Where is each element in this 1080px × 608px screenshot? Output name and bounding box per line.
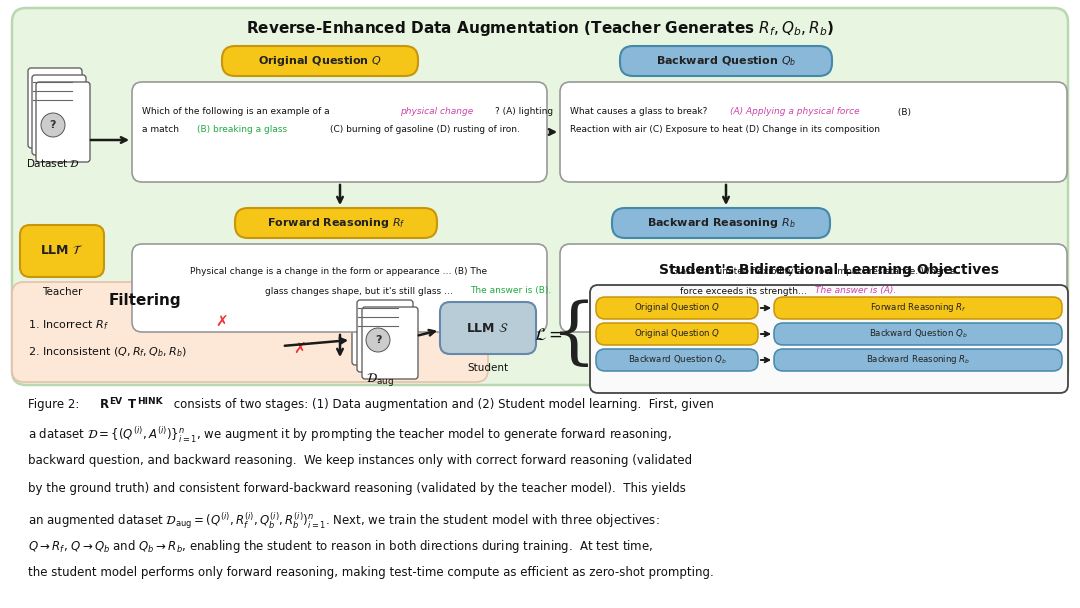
Text: Forward Reasoning $R_f$: Forward Reasoning $R_f$ (267, 216, 405, 230)
Text: LLM $\mathcal{T}$: LLM $\mathcal{T}$ (40, 244, 84, 258)
FancyBboxPatch shape (596, 323, 758, 345)
Text: physical change: physical change (400, 108, 473, 117)
Text: Student: Student (468, 363, 509, 373)
Text: Teacher: Teacher (42, 287, 82, 297)
Text: 1. Incorrect $R_f$: 1. Incorrect $R_f$ (28, 318, 109, 332)
FancyBboxPatch shape (36, 82, 90, 162)
Text: ✗: ✗ (216, 314, 228, 330)
Text: Original Question $Q$: Original Question $Q$ (634, 302, 720, 314)
Text: R: R (100, 398, 109, 411)
FancyBboxPatch shape (774, 297, 1062, 319)
Text: ✗: ✗ (294, 342, 307, 356)
FancyBboxPatch shape (596, 297, 758, 319)
Text: Backward Reasoning $R_b$: Backward Reasoning $R_b$ (866, 353, 970, 367)
Text: by the ground truth) and consistent forward-backward reasoning (validated by the: by the ground truth) and consistent forw… (28, 482, 686, 495)
Text: {: { (551, 300, 597, 370)
Text: EV: EV (109, 397, 122, 406)
Text: ?: ? (50, 120, 56, 130)
Text: (B): (B) (895, 108, 912, 117)
Text: Figure 2:: Figure 2: (28, 398, 83, 411)
Text: Reaction with air (C) Exposure to heat (D) Change in its composition: Reaction with air (C) Exposure to heat (… (570, 125, 880, 134)
Text: Student's Bidirectional Learning Objectives: Student's Bidirectional Learning Objecti… (659, 263, 999, 277)
Text: Filtering: Filtering (109, 292, 181, 308)
FancyBboxPatch shape (362, 307, 418, 379)
FancyBboxPatch shape (774, 349, 1062, 371)
Text: backward question, and backward reasoning.  We keep instances only with correct : backward question, and backward reasonin… (28, 454, 692, 467)
Text: ? (A) lighting: ? (A) lighting (495, 108, 553, 117)
Text: Physical change is a change in the form or appearance … (B) The: Physical change is a change in the form … (190, 268, 487, 277)
FancyBboxPatch shape (12, 282, 488, 382)
Text: T: T (129, 398, 136, 411)
FancyBboxPatch shape (352, 293, 408, 365)
Text: the student model performs only forward reasoning, making test-time compute as e: the student model performs only forward … (28, 566, 714, 579)
FancyBboxPatch shape (222, 46, 418, 76)
Text: glass changes shape, but it's still glass …: glass changes shape, but it's still glas… (265, 286, 456, 295)
Text: HINK: HINK (137, 397, 163, 406)
FancyBboxPatch shape (620, 46, 832, 76)
Text: force exceeds its strength…: force exceeds its strength… (680, 286, 810, 295)
Text: Reverse-Enhanced Data Augmentation (Teacher Generates $R_f, Q_b, R_b$): Reverse-Enhanced Data Augmentation (Teac… (246, 18, 834, 38)
Text: Original Question $Q$: Original Question $Q$ (258, 54, 382, 68)
Text: (B) breaking a glass: (B) breaking a glass (197, 125, 287, 134)
Text: a match: a match (141, 125, 181, 134)
FancyBboxPatch shape (32, 75, 86, 155)
FancyBboxPatch shape (440, 302, 536, 354)
Text: Backward Question $Q_b$: Backward Question $Q_b$ (868, 328, 968, 340)
FancyBboxPatch shape (561, 82, 1067, 182)
Text: The answer is (A).: The answer is (A). (815, 286, 896, 295)
FancyBboxPatch shape (132, 244, 546, 332)
Text: Which of the following is an example of a: Which of the following is an example of … (141, 108, 333, 117)
FancyBboxPatch shape (612, 208, 831, 238)
FancyBboxPatch shape (12, 8, 1068, 385)
Text: 2. Inconsistent $(Q, R_f, Q_b, R_b)$: 2. Inconsistent $(Q, R_f, Q_b, R_b)$ (28, 345, 187, 359)
FancyBboxPatch shape (590, 285, 1068, 393)
Text: consists of two stages: (1) Data augmentation and (2) Student model learning.  F: consists of two stages: (1) Data augment… (170, 398, 714, 411)
FancyBboxPatch shape (357, 300, 413, 372)
Text: The answer is (B).: The answer is (B). (470, 286, 551, 295)
Circle shape (41, 113, 65, 137)
Text: Backward Question $Q_b$: Backward Question $Q_b$ (656, 54, 796, 68)
Text: Backward Reasoning $R_b$: Backward Reasoning $R_b$ (647, 216, 795, 230)
Text: Original Question $Q$: Original Question $Q$ (634, 328, 720, 340)
Text: Backward Question $Q_b$: Backward Question $Q_b$ (627, 354, 727, 366)
FancyBboxPatch shape (235, 208, 437, 238)
Text: an augmented dataset $\mathcal{D}_{\rm aug} = (Q^{(i)}, R_f^{(i)}, Q_b^{(i)}, R_: an augmented dataset $\mathcal{D}_{\rm a… (28, 510, 660, 531)
FancyBboxPatch shape (132, 82, 546, 182)
Text: LLM $\mathcal{S}$: LLM $\mathcal{S}$ (467, 322, 510, 334)
FancyBboxPatch shape (596, 349, 758, 371)
Text: Forward Reasoning $R_f$: Forward Reasoning $R_f$ (869, 302, 967, 314)
Text: a dataset $\mathcal{D} = \{(Q^{(i)}, A^{(i)})\}_{i=1}^n$, we augment it by promp: a dataset $\mathcal{D} = \{(Q^{(i)}, A^{… (28, 426, 672, 446)
Text: Dataset $\mathcal{D}$: Dataset $\mathcal{D}$ (26, 157, 80, 169)
Text: $\mathcal{D}_\mathrm{aug}$: $\mathcal{D}_\mathrm{aug}$ (366, 371, 394, 389)
Text: ?: ? (375, 335, 381, 345)
Text: What causes a glass to break?: What causes a glass to break? (570, 108, 711, 117)
FancyBboxPatch shape (561, 244, 1067, 332)
Text: (A) Applying a physical force: (A) Applying a physical force (730, 108, 860, 117)
Text: Glass has limited flexibility and low impact resistance. When a: Glass has limited flexibility and low im… (671, 268, 955, 277)
FancyBboxPatch shape (28, 68, 82, 148)
Text: $\mathcal{L}=$: $\mathcal{L}=$ (534, 326, 563, 344)
Text: (C) burning of gasoline (D) rusting of iron.: (C) burning of gasoline (D) rusting of i… (330, 125, 519, 134)
Circle shape (366, 328, 390, 352)
FancyBboxPatch shape (21, 225, 104, 277)
Text: $Q \rightarrow R_f$, $Q \rightarrow Q_b$ and $Q_b \rightarrow R_b$, enabling the: $Q \rightarrow R_f$, $Q \rightarrow Q_b$… (28, 538, 653, 555)
FancyBboxPatch shape (774, 323, 1062, 345)
